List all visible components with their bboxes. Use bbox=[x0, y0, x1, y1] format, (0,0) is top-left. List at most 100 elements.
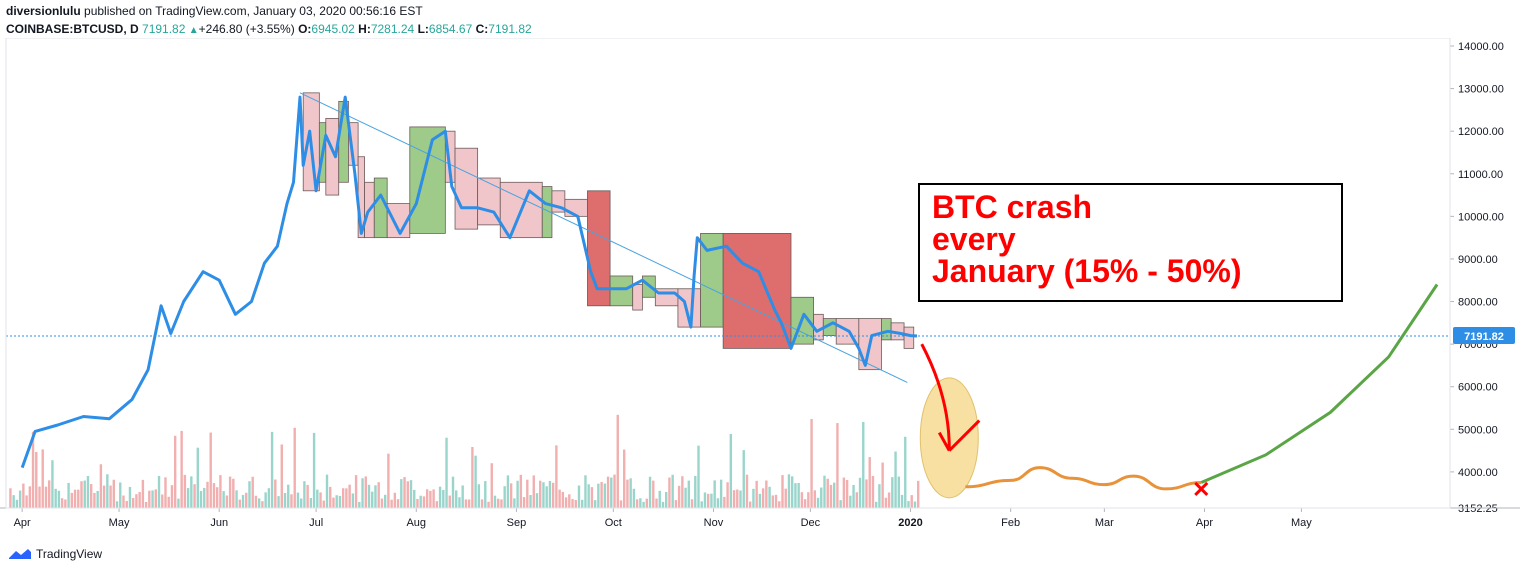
volume-bar bbox=[542, 482, 545, 508]
volume-bar bbox=[413, 489, 416, 508]
volume-bar bbox=[561, 491, 565, 508]
volume-bar bbox=[778, 501, 781, 508]
volume-bar bbox=[154, 489, 157, 508]
volume-bar bbox=[839, 500, 842, 508]
publish-info: diversionlulu published on TradingView.c… bbox=[6, 4, 423, 18]
high-value: 7281.24 bbox=[370, 22, 415, 36]
volume-bar bbox=[522, 497, 526, 508]
y-tick-label: 13000.00 bbox=[1458, 84, 1504, 96]
volume-bar bbox=[490, 463, 493, 508]
volume-bar bbox=[228, 476, 232, 508]
volume-bar bbox=[390, 499, 393, 508]
volume-bars bbox=[9, 414, 920, 508]
range-box bbox=[632, 284, 643, 311]
volume-bar bbox=[374, 485, 377, 508]
volume-bar bbox=[448, 495, 451, 508]
volume-bar bbox=[341, 488, 345, 508]
volume-bar bbox=[503, 486, 506, 508]
annotation-line-1: BTC crash bbox=[932, 189, 1092, 225]
volume-bar bbox=[545, 486, 548, 508]
volume-bar bbox=[555, 445, 558, 508]
volume-bar bbox=[51, 460, 54, 508]
volume-bar bbox=[83, 480, 86, 508]
volume-bar bbox=[581, 499, 584, 508]
volume-bar bbox=[574, 500, 577, 508]
volume-bar bbox=[487, 501, 490, 508]
volume-bar bbox=[106, 474, 109, 508]
volume-bar bbox=[619, 500, 623, 508]
volume-bar bbox=[723, 496, 726, 508]
volume-bar bbox=[387, 453, 390, 508]
volume-bar bbox=[264, 492, 267, 508]
open-value: 6945.02 bbox=[311, 22, 355, 36]
volume-bar bbox=[613, 474, 616, 508]
footer-brand[interactable]: TradingView bbox=[8, 547, 102, 561]
volume-bar bbox=[354, 475, 358, 508]
volume-bar bbox=[358, 501, 361, 508]
volume-bar bbox=[904, 436, 907, 508]
volume-bar bbox=[232, 478, 235, 508]
volume-bar bbox=[393, 492, 397, 508]
volume-bar bbox=[257, 498, 261, 508]
volume-bar bbox=[28, 486, 32, 508]
annotation-box[interactable]: BTC crash every January (15% - 50%) bbox=[918, 183, 1343, 302]
volume-bar bbox=[707, 493, 710, 508]
y-tick-label: 14000.00 bbox=[1458, 41, 1504, 53]
volume-bar bbox=[235, 490, 238, 508]
volume-bar bbox=[661, 501, 665, 508]
volume-bar bbox=[548, 480, 552, 508]
volume-bar bbox=[77, 489, 80, 508]
volume-bar bbox=[690, 499, 694, 508]
volume-bar bbox=[480, 499, 484, 508]
volume-bar bbox=[823, 475, 826, 508]
volume-bar bbox=[67, 482, 70, 508]
volume-bar bbox=[832, 482, 836, 508]
volume-bar bbox=[442, 489, 445, 508]
cross-line bbox=[1194, 481, 1209, 496]
x-tick-label: Oct bbox=[605, 517, 622, 529]
volume-bar bbox=[849, 495, 852, 508]
volume-bar bbox=[416, 499, 419, 508]
volume-bar bbox=[455, 490, 458, 508]
volume-bar bbox=[677, 485, 681, 508]
volume-bar bbox=[364, 476, 367, 508]
volume-bar bbox=[758, 493, 762, 508]
volume-bar bbox=[177, 498, 180, 508]
price-chart[interactable]: BTC crash every January (15% - 50%) 1400… bbox=[0, 38, 1525, 540]
volume-bar bbox=[910, 495, 913, 508]
volume-bar bbox=[681, 476, 684, 508]
volume-bar bbox=[199, 491, 203, 508]
volume-bar bbox=[871, 476, 875, 508]
volume-bar bbox=[610, 477, 613, 508]
volume-bar bbox=[151, 490, 154, 508]
svg-text:7191.82: 7191.82 bbox=[1464, 331, 1504, 343]
volume-bar bbox=[109, 485, 112, 508]
volume-bar bbox=[348, 484, 351, 508]
x-tick-label: Aug bbox=[406, 517, 426, 529]
volume-bar bbox=[464, 499, 468, 508]
volume-bar bbox=[739, 490, 742, 508]
volume-bar bbox=[668, 477, 671, 508]
volume-bar bbox=[238, 499, 241, 508]
volume-bar bbox=[338, 495, 342, 508]
volume-bar bbox=[467, 499, 471, 508]
volume-bar bbox=[445, 437, 448, 508]
volume-bar bbox=[497, 498, 500, 508]
x-tick-label: Mar bbox=[1095, 517, 1114, 529]
volume-bar bbox=[425, 489, 429, 508]
volume-bar bbox=[513, 498, 516, 508]
volume-bar bbox=[299, 498, 303, 508]
volume-bar bbox=[900, 494, 904, 508]
volume-bar bbox=[881, 462, 884, 508]
volume-bar bbox=[748, 501, 752, 508]
volume-bar bbox=[400, 479, 403, 508]
volume-bar bbox=[128, 486, 132, 508]
volume-bar bbox=[296, 492, 300, 508]
volume-bar bbox=[312, 432, 316, 508]
volume-bar bbox=[332, 497, 335, 508]
volume-bar bbox=[157, 475, 161, 508]
x-tick-label: Dec bbox=[801, 517, 821, 529]
volume-bar bbox=[380, 498, 384, 508]
x-tick-label: Nov bbox=[704, 517, 724, 529]
author-name[interactable]: diversionlulu bbox=[6, 4, 81, 18]
